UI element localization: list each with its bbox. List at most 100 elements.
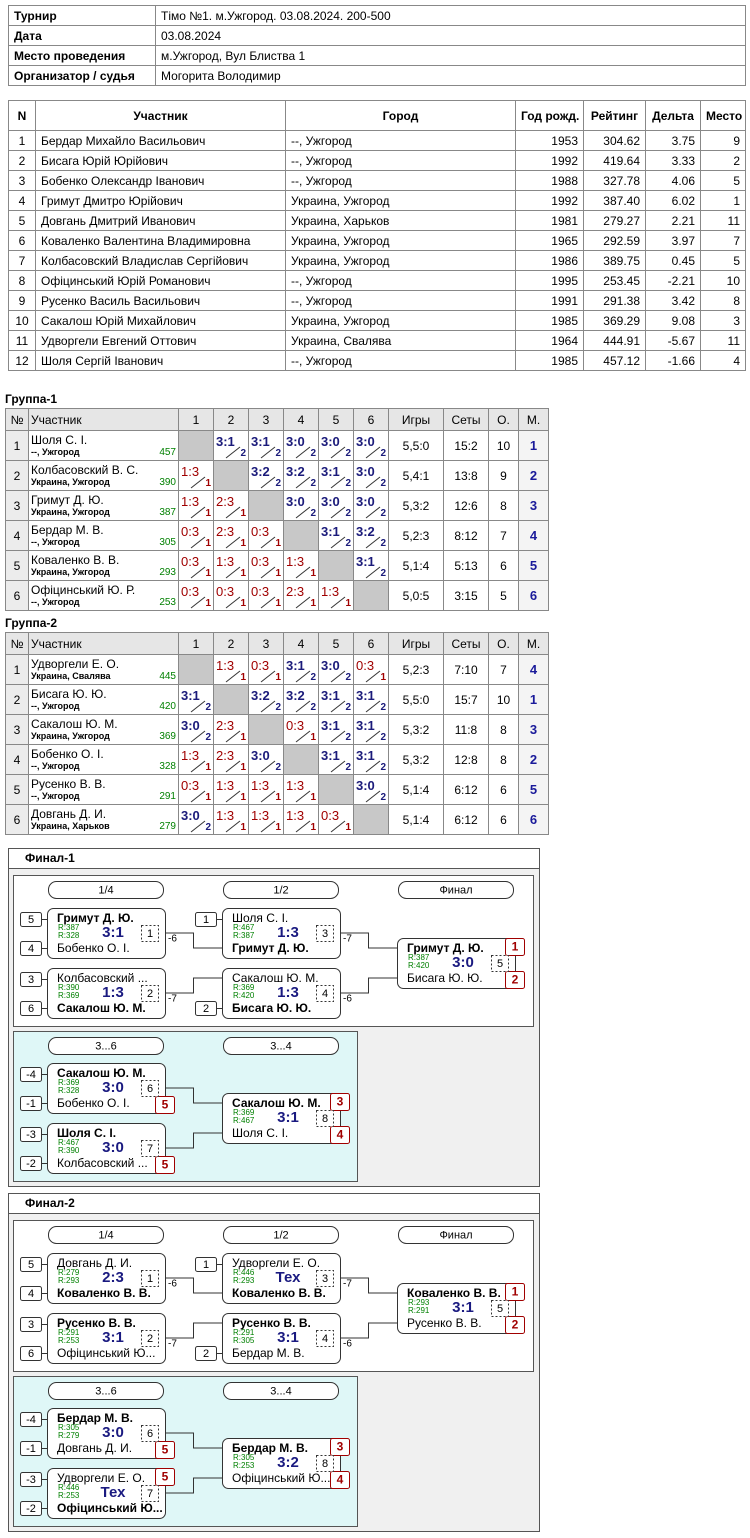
- group-section: Группа-2 № Участник 1 2 3 4 5 6 Игры Сеты О. М. 1 Удво…: [5, 616, 549, 835]
- player-cell: Офіцинський Ю. Р. --, Ужгород 253: [28, 580, 179, 611]
- slash-line: [260, 820, 276, 833]
- player-city: --, Ужгород: [31, 701, 80, 711]
- result-score: 3:2: [286, 688, 305, 703]
- match-score: 1:3: [277, 924, 299, 941]
- result-cell: 3:0 2: [353, 490, 389, 521]
- place: 2: [512, 1318, 519, 1332]
- player-cell: Шоля С. І. --, Ужгород 457: [28, 430, 179, 461]
- player-info: --, Ужгород 457: [31, 447, 176, 458]
- slash-line: [365, 730, 381, 743]
- match-box: [47, 908, 166, 959]
- result: 3:2 2: [285, 686, 318, 714]
- participant-cell: 1964: [515, 330, 584, 351]
- result: 0:3 1: [250, 552, 283, 580]
- empty-cell: [318, 550, 354, 581]
- slash: [295, 506, 311, 519]
- sets: 15:7: [443, 684, 489, 715]
- seed: 6: [28, 1003, 34, 1015]
- slash: [225, 760, 241, 773]
- participant-row: 6 Коваленко Валентина Владимировна Украина…: [8, 230, 746, 251]
- participant-cell: -5.67: [645, 330, 701, 351]
- result: 1:3 1: [285, 552, 318, 580]
- participant-cell: 1985: [515, 310, 584, 331]
- match-box: [47, 1408, 166, 1459]
- player-name: Шоля С. І.: [31, 433, 88, 447]
- result-cell: 1:3 1: [283, 550, 319, 581]
- result-cell: 1:3 1: [248, 804, 284, 835]
- sets: 8:12: [443, 520, 489, 551]
- place: 3: [518, 714, 549, 745]
- connector: [165, 1277, 222, 1294]
- participant-cell: 7: [8, 250, 36, 271]
- seed: 2: [203, 1348, 209, 1360]
- player-rating: R:467: [233, 1116, 255, 1125]
- player-name: Русенко В. В.: [407, 1316, 482, 1330]
- player-rating: R:293: [58, 1276, 80, 1285]
- loser-destination: -7: [168, 994, 177, 1005]
- connector: [165, 1322, 222, 1339]
- participant-cell: 1992: [515, 150, 584, 171]
- column-header: 1: [178, 632, 214, 655]
- place: 3: [518, 490, 549, 521]
- final-section: Финал-2 1/4 1/2 Финал 3...6 3...4 Довгань Д. И…: [0, 1193, 545, 1536]
- seed: 4: [28, 1288, 34, 1300]
- seed-box: [20, 1472, 42, 1487]
- slash: [260, 536, 276, 549]
- result-points: 2: [345, 508, 351, 519]
- match-box: [222, 1093, 341, 1144]
- slash-line: [225, 566, 241, 579]
- empty-cell: [283, 744, 319, 775]
- group-row: 3 Гримут Д. Ю. Украина, Ужгород 387 1:3 1 2:3 1…: [5, 490, 549, 521]
- slash-line: [295, 790, 311, 803]
- seed-box: [195, 1346, 217, 1361]
- participant-cell: 253.45: [583, 270, 646, 291]
- result: 3:0 2: [355, 776, 388, 804]
- match-box: [47, 1468, 166, 1519]
- slash: [190, 506, 206, 519]
- player-name: Бисага Ю. Ю.: [31, 687, 107, 701]
- result: 1:3 1: [180, 462, 213, 490]
- player-rating: R:420: [233, 991, 255, 1000]
- seed-box: [20, 1346, 42, 1361]
- group-row: 2 Колбасовский В. С. Украина, Ужгород 390 1:…: [5, 460, 549, 491]
- slash-line: [190, 700, 206, 713]
- slash: [295, 700, 311, 713]
- slash: [190, 566, 206, 579]
- result: 3:1 2: [180, 686, 213, 714]
- result-score: 3:0: [286, 494, 305, 509]
- loser-destination: -6: [168, 1279, 177, 1290]
- result-score: 3:2: [286, 464, 305, 479]
- sets: 5:13: [443, 550, 489, 581]
- result-cell: 3:1 2: [353, 550, 389, 581]
- participant-row: 8 Офіцинський Юрій Романович --, Ужгород 19…: [8, 270, 746, 291]
- result-score: 3:1: [356, 748, 375, 763]
- result-cell: 1:3 1: [318, 580, 354, 611]
- result-score: 2:3: [216, 494, 235, 509]
- match-score: 1:3: [277, 984, 299, 1001]
- round-label-box: [223, 1037, 339, 1055]
- player-name: Довгань Д. И.: [57, 1256, 132, 1270]
- player-rating: R:387: [233, 931, 255, 940]
- seed-box: [20, 941, 42, 956]
- info-value: Тімо №1. м.Ужгород. 03.08.2024. 200-500: [155, 5, 746, 26]
- sets: 3:15: [443, 580, 489, 611]
- result-score: 3:1: [356, 718, 375, 733]
- slash: [260, 446, 276, 459]
- result-score: 3:0: [251, 748, 270, 763]
- player-rating: R:390: [58, 983, 80, 992]
- slash-line: [190, 596, 206, 609]
- participant-cell: 444.91: [583, 330, 646, 351]
- result: 3:0 2: [285, 432, 318, 460]
- player-name: Бобенко О. І.: [31, 747, 104, 761]
- slash-line: [330, 596, 346, 609]
- points: 10: [488, 684, 519, 715]
- seed: 5: [28, 1259, 34, 1271]
- result-points: 1: [240, 732, 246, 743]
- row-number: 4: [5, 520, 29, 551]
- player-name: Коваленко В. В.: [57, 1286, 151, 1300]
- result-score: 3:1: [286, 658, 305, 673]
- player-name: Бердар М. В.: [232, 1441, 308, 1455]
- participant-cell: Украина, Ужгород: [285, 190, 516, 211]
- result-points: 2: [205, 732, 211, 743]
- slash: [190, 760, 206, 773]
